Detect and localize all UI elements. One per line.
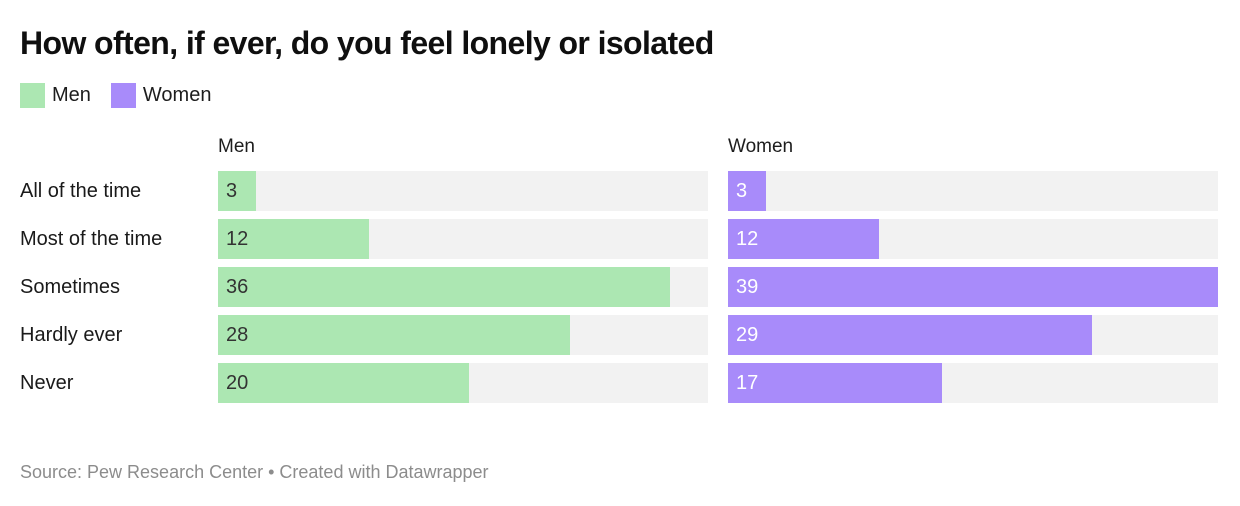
legend-swatch-women [110, 82, 136, 108]
bar-track-women: 17 [728, 363, 1218, 404]
bar-track-men: 20 [218, 363, 708, 404]
bar-value: 28 [226, 323, 249, 346]
bar-track-women: 12 [728, 219, 1218, 260]
legend-item-men: Men [20, 82, 91, 108]
column-header-women: Women [728, 136, 794, 158]
category-label: Most of the time [20, 227, 163, 250]
bar-value: 29 [736, 323, 759, 346]
bar-value: 36 [226, 275, 249, 298]
bar-value: 12 [736, 227, 759, 250]
bar-women: 17 [728, 363, 942, 404]
bar-track-men: 3 [218, 171, 708, 212]
legend-item-women: Women [110, 82, 212, 108]
bar-men: 36 [218, 267, 671, 308]
bar-value: 39 [736, 275, 759, 298]
bar-men: 3 [218, 171, 256, 212]
bar-value: 12 [226, 227, 249, 250]
bar-women: 29 [728, 315, 1093, 356]
bar-women: 3 [728, 171, 766, 212]
bar-track-women: 29 [728, 315, 1218, 356]
bar-value: 17 [736, 371, 759, 394]
panel-gap [708, 363, 728, 403]
category-label: Hardly ever [20, 323, 123, 346]
bar-track-men: 12 [218, 219, 708, 260]
bar-track-women: 39 [728, 267, 1218, 308]
legend-label: Women [142, 83, 212, 106]
bar-women: 12 [728, 219, 879, 260]
column-header-spacer [20, 136, 218, 163]
bar-women: 39 [728, 267, 1218, 308]
category-label: Never [20, 371, 74, 394]
legend-swatch-men [20, 82, 45, 108]
source-attribution: Source: Pew Research Center • Created wi… [20, 462, 489, 482]
bar-men: 20 [218, 363, 470, 404]
category-label: All of the time [20, 179, 142, 202]
column-header-men: Men [218, 136, 255, 158]
bar-value: 20 [226, 371, 249, 394]
bar-track-men: 28 [218, 315, 708, 356]
bar-men: 28 [218, 315, 570, 356]
panel-gap [708, 315, 728, 355]
panel-gap [708, 267, 728, 307]
category-label: Sometimes [20, 275, 121, 298]
bar-chart: Men Women All of the time 3 3 Most of the t… [20, 136, 1218, 404]
panel-gap [708, 136, 728, 163]
bar-track-women: 3 [728, 171, 1218, 212]
bar-value: 3 [736, 179, 748, 202]
legend: Men Women [20, 82, 1218, 108]
panel-gap [708, 219, 728, 259]
panel-gap [708, 171, 728, 211]
chart-title: How often, if ever, do you feel lonely o… [20, 25, 714, 61]
legend-label: Men [52, 83, 91, 106]
bar-value: 3 [226, 179, 238, 202]
bar-men: 12 [218, 219, 369, 260]
bar-track-men: 36 [218, 267, 708, 308]
